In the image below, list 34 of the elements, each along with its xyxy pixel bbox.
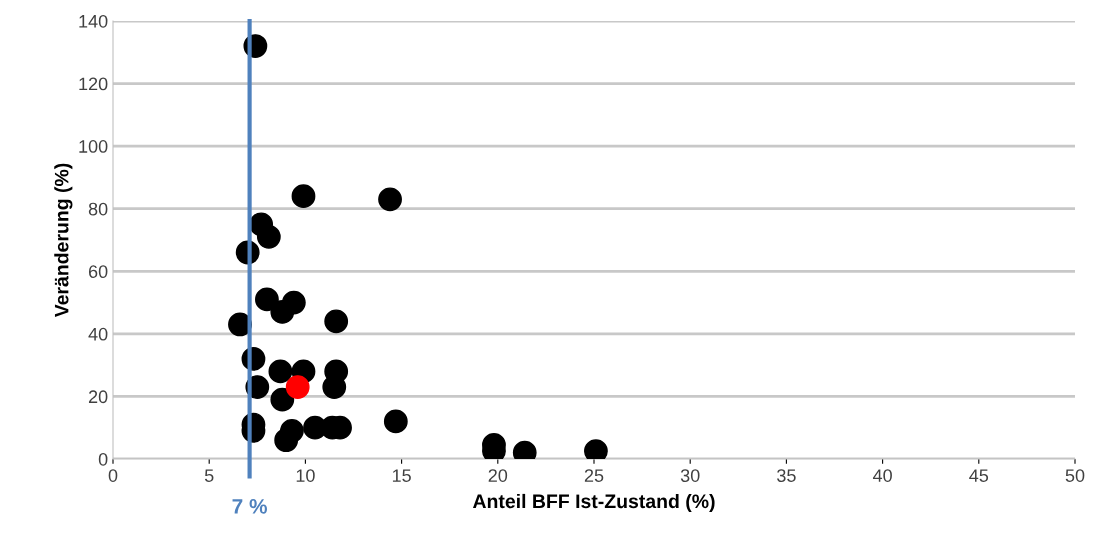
x-tick-label: 45	[969, 469, 989, 482]
y-tick-label: 120	[79, 77, 108, 91]
point	[256, 224, 281, 249]
x-axis-title: Anteil BFF Ist-Zustand (%)	[472, 493, 715, 513]
point	[255, 287, 279, 312]
x-tick-label: 35	[777, 469, 796, 482]
y-tick-label: 20	[88, 390, 108, 404]
y-tick-label: 60	[88, 265, 108, 279]
y-tick-label: 100	[79, 140, 108, 153]
x-tick-label: 30	[680, 469, 700, 482]
x-tick-label: 10	[296, 469, 315, 482]
point	[270, 387, 295, 412]
y-tick-label: 0	[98, 452, 108, 466]
y-tick-label: 80	[88, 202, 108, 216]
x-tick-label: 25	[584, 469, 604, 482]
x-tick-label: 0	[108, 469, 118, 482]
point	[322, 375, 347, 399]
point	[274, 428, 299, 453]
point	[378, 187, 402, 212]
x-tick-label: 5	[204, 469, 214, 482]
x-tick-label: 15	[392, 469, 411, 482]
y-tick-label: 140	[79, 14, 108, 28]
y-tick-label: 40	[88, 327, 108, 341]
point	[291, 184, 316, 209]
y-axis-title: Veränderung (%)	[54, 163, 73, 318]
point	[285, 375, 310, 399]
point	[268, 359, 293, 384]
x-tick-label: 50	[1065, 469, 1085, 482]
x-tick-label: 20	[488, 469, 508, 482]
point	[270, 300, 295, 324]
ref-line-label: 7 %	[232, 499, 267, 514]
x-tick-label: 40	[872, 469, 892, 482]
point	[324, 309, 349, 334]
point	[383, 409, 408, 434]
